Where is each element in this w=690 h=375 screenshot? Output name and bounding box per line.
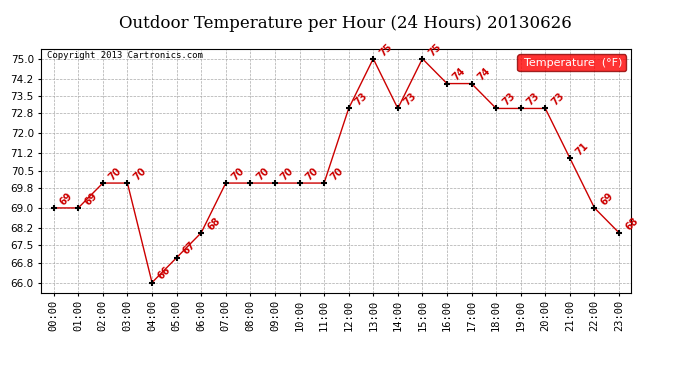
Legend: Temperature  (°F): Temperature (°F)	[518, 54, 626, 71]
Text: 74: 74	[475, 66, 493, 83]
Text: 66: 66	[156, 265, 172, 282]
Text: 68: 68	[206, 215, 222, 232]
Text: Copyright 2013 Cartronics.com: Copyright 2013 Cartronics.com	[48, 51, 203, 60]
Text: 69: 69	[58, 190, 75, 207]
Text: 70: 70	[304, 166, 320, 182]
Text: 71: 71	[574, 141, 591, 158]
Text: 73: 73	[353, 91, 369, 108]
Text: 67: 67	[181, 240, 197, 257]
Text: 70: 70	[132, 166, 148, 182]
Text: 70: 70	[255, 166, 271, 182]
Text: 75: 75	[377, 41, 394, 58]
Text: 69: 69	[82, 190, 99, 207]
Text: 75: 75	[426, 41, 443, 58]
Text: 73: 73	[500, 91, 517, 108]
Text: 68: 68	[623, 215, 640, 232]
Text: 73: 73	[549, 91, 566, 108]
Text: 74: 74	[451, 66, 468, 83]
Text: 70: 70	[107, 166, 124, 182]
Text: Outdoor Temperature per Hour (24 Hours) 20130626: Outdoor Temperature per Hour (24 Hours) …	[119, 15, 571, 32]
Text: 70: 70	[230, 166, 246, 182]
Text: 73: 73	[525, 91, 542, 108]
Text: 70: 70	[328, 166, 345, 182]
Text: 73: 73	[402, 91, 419, 108]
Text: 70: 70	[279, 166, 296, 182]
Text: 69: 69	[599, 190, 615, 207]
